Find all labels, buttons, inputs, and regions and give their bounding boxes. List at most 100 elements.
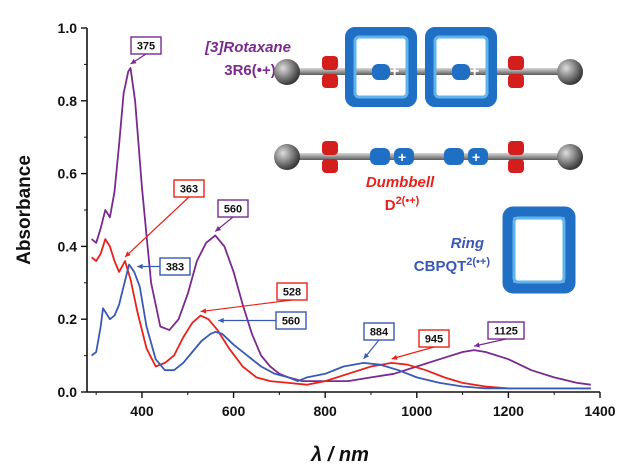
- x-axis-title: λ / nm: [310, 444, 369, 466]
- x-tick-label: 1000: [401, 403, 432, 419]
- rotaxane-ring2-highlight-icon: [433, 35, 489, 99]
- callout-box: [363, 322, 395, 341]
- callout-label: 1125: [494, 326, 518, 338]
- rotaxane-ring2-icon: [425, 27, 497, 107]
- callout-label: 363: [180, 184, 198, 196]
- rotaxane-illustration: + + + +: [274, 27, 583, 107]
- ring-icon: [502, 206, 576, 294]
- callout-arrowhead: [474, 342, 480, 348]
- dumbbell-illustration: + +: [274, 141, 583, 173]
- legend-ring-name: Ring: [451, 235, 484, 252]
- dumbbell-axle: [290, 153, 572, 160]
- plus-icon: +: [366, 49, 375, 66]
- callout-label: 560: [282, 316, 300, 328]
- peak-callout: 560: [214, 199, 249, 232]
- dumbbell-dnp-left2-icon: [322, 159, 338, 173]
- bipyridinium-unit-icon: [468, 148, 488, 165]
- y-tick-label: 0.2: [58, 311, 78, 327]
- series-line-dumbbell: [91, 238, 591, 390]
- callout-box: [159, 257, 191, 276]
- plus-icon: +: [446, 49, 455, 66]
- ring-highlight-icon: [512, 216, 566, 284]
- x-tick-label: 600: [222, 403, 246, 419]
- legend-rotaxane-name: [3]Rotaxane: [204, 39, 291, 56]
- callout-arrowhead: [125, 251, 131, 257]
- y-tick-label: 0.8: [58, 93, 78, 109]
- bipyridinium-unit-icon: [394, 148, 414, 165]
- x-tick-label: 400: [130, 403, 154, 419]
- plus-icon: +: [520, 234, 531, 254]
- callout-box: [130, 36, 162, 55]
- y-tick-label: 0.6: [58, 166, 78, 182]
- dumbbell-dnp-right2-icon: [508, 159, 524, 173]
- axis-ticks: 400 600 800 1000 1200 1400 0.0 0.2 0.4 0.6 0.8 1.0: [58, 20, 616, 419]
- callout-box: [276, 282, 308, 301]
- peak-callout: 528: [200, 282, 308, 314]
- rotaxane-ring1-icon: [345, 27, 417, 107]
- plus-icon: +: [544, 252, 555, 272]
- callout-box: [487, 321, 525, 340]
- callout-box: [275, 311, 307, 330]
- peak-callout: 945: [391, 329, 450, 360]
- bipyridinium-unit-icon: [444, 148, 464, 165]
- ring-illustration: + +: [502, 206, 576, 294]
- y-tick-label: 0.4: [58, 238, 78, 254]
- callout-box: [418, 329, 450, 348]
- callout-arrowhead: [215, 226, 222, 232]
- peak-callout: 560: [218, 311, 307, 330]
- legend-dumbbell-formula: D2(•+): [385, 195, 420, 214]
- rotaxane-stopper-left-icon: [274, 59, 300, 85]
- x-tick-label: 1200: [493, 403, 524, 419]
- callout-label: 375: [137, 41, 155, 53]
- legend-dumbbell-name: Dumbbell: [366, 174, 435, 191]
- callout-arrowhead: [137, 263, 143, 270]
- bipyridinium-unit-icon: [370, 148, 390, 165]
- callout-label: 884: [370, 327, 389, 339]
- callout-arrow: [391, 346, 435, 360]
- legend-rotaxane-formula: 3R6(•+): [224, 62, 276, 79]
- dumbbell-dnp-right-icon: [508, 141, 524, 155]
- peak-callout: 884: [363, 322, 395, 360]
- y-tick-label: 1.0: [58, 20, 78, 36]
- rotaxane-dnp-right-icon: [508, 56, 524, 70]
- peak-callout: 1125: [473, 321, 525, 348]
- y-tick-label: 0.0: [58, 384, 78, 400]
- rotaxane-dnp-right2-icon: [508, 74, 524, 88]
- legend-ring-formula: CBPQT2(•+): [414, 256, 491, 275]
- callout-arrowhead: [200, 308, 207, 314]
- callout-arrowhead: [391, 354, 398, 360]
- dumbbell-stopper-right-icon: [557, 144, 583, 170]
- peak-callout: 375: [130, 36, 162, 65]
- rotaxane-dnp-left-icon: [322, 56, 338, 70]
- callout-label: 560: [224, 204, 242, 216]
- callout-arrow: [200, 299, 293, 313]
- peak-callout: 363: [124, 179, 205, 258]
- callout-arrowhead: [218, 317, 224, 324]
- plus-icon: +: [398, 149, 406, 165]
- x-tick-label: 800: [313, 403, 337, 419]
- callout-label: 945: [425, 334, 443, 346]
- dumbbell-dnp-left-icon: [322, 141, 338, 155]
- dumbbell-stopper-left-icon: [274, 144, 300, 170]
- callout-arrowhead: [363, 353, 370, 359]
- series-layer: [91, 67, 591, 390]
- plus-icon: +: [390, 63, 399, 80]
- peak-callout: 383: [137, 257, 191, 276]
- rotaxane-stopper-right-icon: [557, 59, 583, 85]
- peak-callouts: 375 363 383 560 528 560 884 945 1125: [124, 36, 525, 360]
- rotaxane-ring1-highlight-icon: [353, 35, 409, 99]
- callout-arrow: [124, 196, 190, 258]
- callout-label: 528: [283, 287, 301, 299]
- rotaxane-dnp-left2-icon: [322, 74, 338, 88]
- plus-icon: +: [472, 149, 480, 165]
- callout-arrow: [473, 338, 507, 347]
- bipyridinium-unit-icon: [372, 64, 390, 80]
- x-tick-label: 1400: [584, 403, 615, 419]
- series-line-3-rotaxane: [91, 67, 591, 386]
- callout-box: [217, 199, 249, 218]
- y-axis-title: Absorbance: [14, 155, 35, 265]
- callout-box: [173, 179, 205, 198]
- callout-label: 383: [166, 262, 184, 274]
- plus-icon: +: [470, 63, 479, 80]
